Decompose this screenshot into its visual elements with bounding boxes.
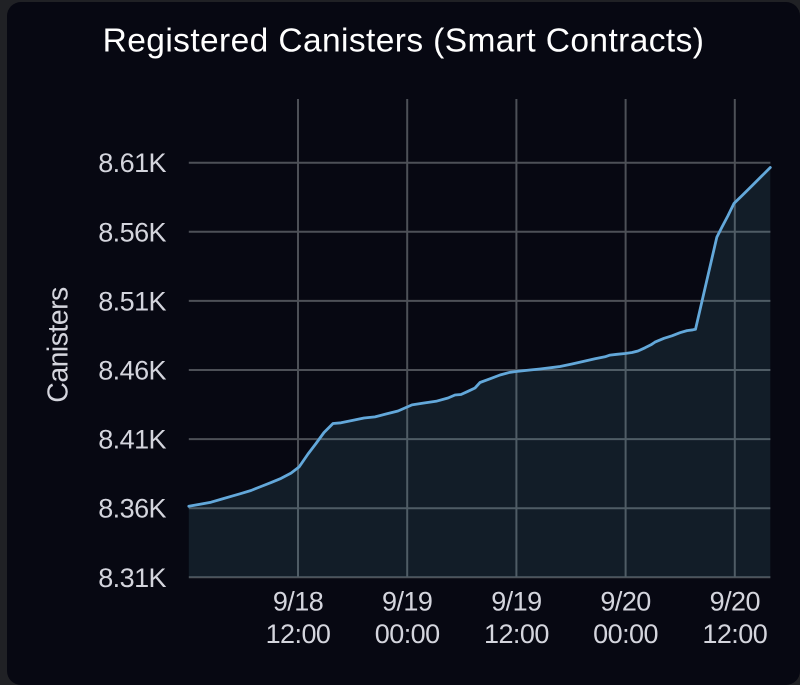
- svg-text:00:00: 00:00: [375, 619, 440, 649]
- svg-text:8.31K: 8.31K: [98, 563, 166, 593]
- svg-text:8.46K: 8.46K: [98, 356, 166, 386]
- svg-text:8.61K: 8.61K: [98, 148, 166, 178]
- svg-text:8.56K: 8.56K: [98, 217, 166, 247]
- svg-text:8.41K: 8.41K: [98, 425, 166, 455]
- svg-text:Canisters: Canisters: [43, 287, 75, 403]
- svg-text:9/19: 9/19: [382, 587, 432, 617]
- svg-text:12:00: 12:00: [702, 619, 767, 649]
- svg-text:12:00: 12:00: [266, 619, 331, 649]
- svg-text:8.51K: 8.51K: [98, 286, 166, 316]
- svg-text:9/20: 9/20: [600, 587, 650, 617]
- svg-text:Registered Canisters (Smart Co: Registered Canisters (Smart Contracts): [103, 23, 705, 60]
- svg-text:9/19: 9/19: [491, 587, 541, 617]
- svg-text:00:00: 00:00: [593, 619, 658, 649]
- svg-text:9/18: 9/18: [273, 587, 323, 617]
- svg-text:8.36K: 8.36K: [98, 494, 166, 524]
- svg-text:9/20: 9/20: [710, 587, 760, 617]
- svg-text:12:00: 12:00: [484, 619, 549, 649]
